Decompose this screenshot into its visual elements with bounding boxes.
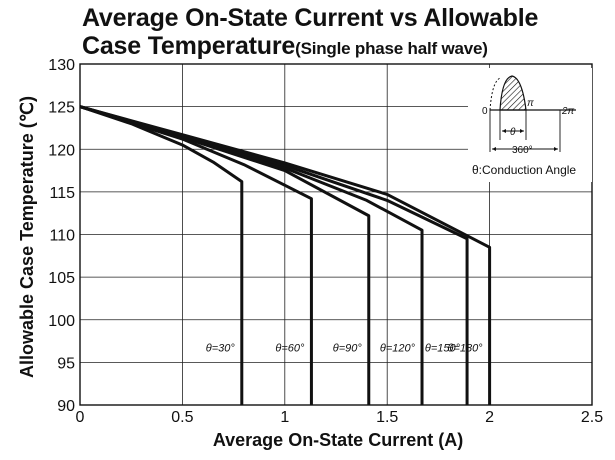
conduction-angle-diagram: 0 π 2π θ 360° θ:Conduction Angle [468, 68, 592, 182]
x-tick-labels: 0 0.5 1 1.5 2 2.5 [76, 409, 604, 426]
inset-label-2pi: 2π [561, 106, 575, 117]
x-tick-label: 0 [76, 409, 85, 426]
inset-caption: θ:Conduction Angle [472, 163, 576, 177]
y-tick-label: 100 [48, 313, 75, 330]
chart-title-note: (Single phase half wave) [295, 39, 488, 58]
plot-frame [79, 63, 593, 406]
series-lines [79, 105, 492, 405]
y-tick-label: 95 [57, 355, 75, 372]
y-tick-label: 125 [48, 100, 75, 117]
inset-label-pi: π [527, 98, 534, 109]
y-tick-label: 90 [57, 398, 75, 415]
series-label-2: θ=90° [333, 342, 363, 354]
x-tick-label: 2.5 [581, 409, 603, 426]
series-label-3: θ=120° [380, 342, 416, 354]
series-label-1: θ=60° [275, 342, 305, 354]
waveform-dashed-rise [489, 77, 501, 111]
y-axis-label: Allowable Case Temperature (℃) [17, 96, 37, 378]
x-tick-label: 0.5 [171, 409, 193, 426]
series-label-5: θ=180° [447, 342, 483, 354]
x-tick-label: 2 [485, 409, 494, 426]
inset-background [468, 68, 592, 182]
inset-label-360: 360° [512, 145, 533, 156]
x-tick-label: 1 [280, 409, 289, 426]
plot-border [79, 63, 593, 406]
chart-title-text-2: Case Temperature [82, 32, 296, 60]
y-tick-label: 130 [48, 57, 75, 74]
chart-title-line2: Case Temperature(Single phase half wave) [82, 32, 488, 63]
series-labels: θ=30° θ=60° θ=90° θ=120° θ=150°θ=180° [206, 342, 483, 354]
y-tick-label: 120 [48, 142, 75, 159]
y-tick-label: 105 [48, 270, 75, 287]
chart-title-line1: Average On-State Current vs Allowable [82, 4, 538, 32]
conduction-hatched-area [499, 75, 527, 111]
chart-title-text: Average On-State Current vs Allowable [82, 4, 539, 32]
y-tick-label: 115 [49, 185, 75, 202]
inset-label-zero: 0 [482, 106, 488, 117]
series-line-3 [79, 105, 424, 405]
series-label-4: θ=150° [425, 342, 461, 354]
series-line-2 [79, 105, 371, 405]
x-tick-label: 1.5 [376, 409, 398, 426]
series-line-0 [79, 105, 244, 405]
x-axis-label: Average On-State Current (A) [213, 430, 463, 450]
series-line-4 [79, 105, 469, 405]
y-tick-labels: 90 95 100 105 110 115 120 125 130 [48, 57, 75, 415]
series-label-0: θ=30° [206, 342, 236, 354]
y-tick-label: 110 [49, 228, 75, 245]
inset-label-theta: θ [510, 127, 516, 138]
series-line-5 [79, 105, 492, 405]
